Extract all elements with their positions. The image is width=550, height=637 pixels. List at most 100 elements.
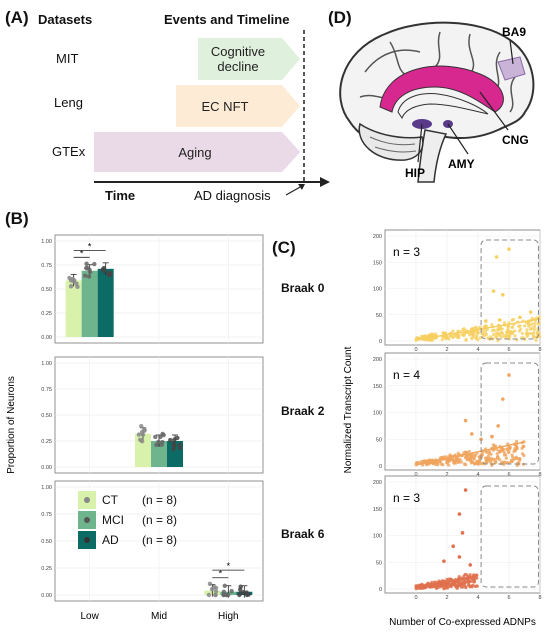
braak2-label: Braak 2 — [281, 404, 325, 418]
data-point — [502, 450, 506, 455]
sample-point — [224, 592, 229, 598]
sample-point — [177, 445, 183, 451]
data-point — [456, 451, 460, 455]
y-tick-label: 1.00 — [41, 361, 52, 367]
data-point — [446, 463, 451, 467]
data-point — [502, 453, 507, 457]
diagnosis-label: AD diagnosis — [194, 188, 271, 203]
brain-illustration: BA9 CNG AMY HIP — [339, 21, 535, 183]
sample-point — [171, 443, 177, 448]
data-point — [473, 454, 477, 459]
panel-d-label: (D) — [328, 8, 352, 27]
y-tick-label: 0.25 — [41, 566, 52, 572]
cingulate-region — [379, 65, 504, 113]
data-point — [462, 574, 466, 578]
data-point — [467, 449, 471, 454]
leng-event-arrow — [176, 85, 300, 127]
sample-point — [221, 589, 227, 595]
data-point — [504, 456, 508, 460]
sample-point — [154, 442, 159, 448]
data-point — [443, 583, 448, 587]
y-tick-label: 100 — [373, 534, 382, 540]
braak6-label: Braak 6 — [281, 527, 325, 541]
data-point — [460, 585, 465, 589]
sample-point — [82, 273, 88, 278]
data-point — [455, 586, 459, 590]
data-point — [494, 335, 498, 339]
amy-label: AMY — [448, 157, 475, 171]
y-tick-label: 100 — [373, 411, 382, 417]
y-tick-label: 150 — [373, 507, 382, 513]
data-point — [528, 327, 533, 331]
sample-point — [213, 592, 218, 598]
y-tick-label: 1.00 — [41, 485, 52, 491]
data-point — [489, 456, 493, 460]
highlight-box — [480, 485, 539, 588]
y-tick-label: 150 — [373, 260, 382, 266]
cerebellum — [358, 122, 424, 161]
panel-c-label: (C) — [272, 238, 296, 257]
data-point — [451, 329, 455, 333]
outlier-point — [442, 559, 446, 563]
data-point — [490, 328, 495, 333]
sample-point — [87, 269, 93, 275]
outlier-point — [496, 424, 500, 428]
data-point — [524, 332, 528, 336]
legend-group-ct: CT — [102, 493, 118, 507]
data-point — [452, 334, 456, 338]
facet-n-label: n = 4 — [393, 368, 420, 382]
data-point — [536, 322, 541, 326]
y-tick-label: 0.75 — [41, 512, 52, 518]
sample-point — [74, 281, 79, 286]
data-point — [477, 455, 481, 459]
data-point — [430, 332, 434, 337]
data-point — [483, 330, 487, 334]
data-point — [492, 332, 496, 337]
x-tick-label: 0 — [414, 595, 417, 601]
legend-b: CT (n = 8) MCI (n = 8) AD (n = 8) — [78, 490, 218, 550]
sample-point — [153, 434, 158, 440]
outlier-point — [483, 319, 488, 323]
data-point — [439, 455, 444, 460]
sample-point — [84, 261, 89, 266]
panel-b-label: (B) — [5, 209, 29, 228]
sample-point — [85, 265, 90, 271]
data-point — [443, 331, 448, 335]
amy-pointer — [447, 123, 469, 155]
outlier-point — [468, 563, 473, 567]
highlight-box — [480, 362, 539, 465]
significance-star: * — [219, 569, 223, 579]
data-point — [475, 584, 479, 588]
outlier-point — [501, 397, 505, 401]
y-tick-label: 0.00 — [41, 593, 52, 599]
data-point — [496, 338, 500, 343]
dataset-label-gtex: GTEx — [52, 144, 86, 159]
data-point — [467, 583, 471, 588]
bar-low-ct — [65, 280, 82, 337]
data-point — [463, 332, 467, 336]
data-point — [466, 579, 470, 583]
y-tick-label: 1.00 — [41, 239, 52, 245]
outlier-point — [460, 531, 465, 535]
x-category-label-low: Low — [80, 611, 99, 622]
y-tick-label: 100 — [373, 287, 382, 293]
data-point — [505, 461, 509, 465]
data-point — [487, 449, 492, 454]
bar-chart-neurons: Proportion of Neurons 0.00 0.25 0.50 0.75 1.0… — [6, 234, 264, 622]
x-category-label-mid: Mid — [151, 611, 167, 622]
mit-event-arrow — [198, 38, 300, 80]
data-point — [439, 462, 444, 466]
sample-point — [68, 284, 74, 289]
y-tick-label: 200 — [373, 480, 382, 486]
sample-point — [213, 585, 219, 591]
legend-n-mci: (n = 8) — [142, 513, 178, 527]
data-point — [470, 327, 474, 331]
data-point — [462, 451, 466, 455]
dataset-label-leng: Leng — [54, 95, 83, 110]
x-tick-label: 4 — [476, 595, 479, 601]
data-point — [518, 324, 522, 328]
data-point — [527, 324, 531, 328]
data-point — [533, 321, 537, 325]
data-point — [457, 460, 461, 464]
bar-mid-ct — [135, 433, 151, 467]
